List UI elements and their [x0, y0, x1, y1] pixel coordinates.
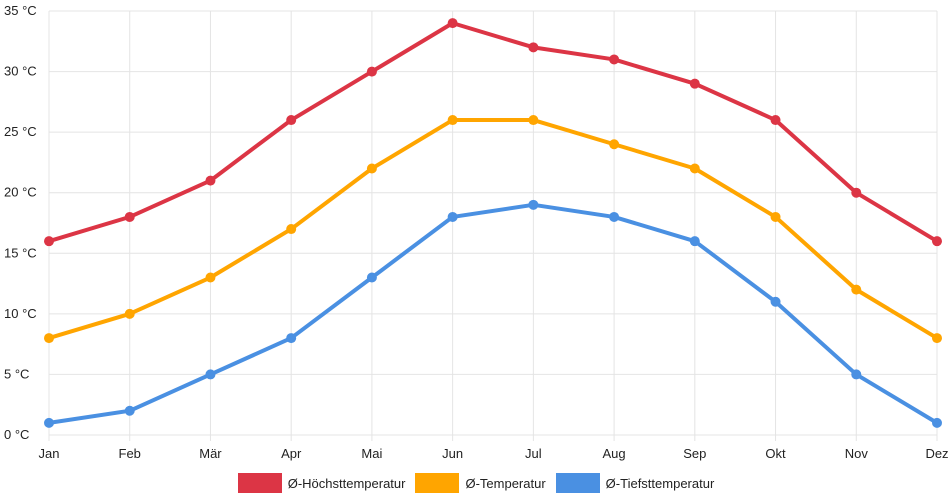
- data-point[interactable]: [609, 54, 620, 65]
- x-tick-label: Apr: [281, 446, 302, 461]
- data-point[interactable]: [366, 66, 377, 77]
- data-point[interactable]: [609, 139, 620, 150]
- x-tick-label: Jan: [39, 446, 60, 461]
- y-tick-label: 0 °C: [4, 427, 29, 442]
- grid-layer: [48, 10, 938, 441]
- legend-item[interactable]: Ø-Temperatur: [415, 473, 546, 493]
- data-point[interactable]: [286, 333, 297, 344]
- data-point[interactable]: [851, 369, 862, 380]
- y-tick-label: 20 °C: [4, 185, 37, 200]
- data-point[interactable]: [528, 115, 539, 126]
- data-point[interactable]: [770, 115, 781, 126]
- legend-swatch: [237, 473, 282, 493]
- x-tick-label: Okt: [765, 446, 786, 461]
- data-point[interactable]: [366, 163, 377, 174]
- data-point[interactable]: [286, 224, 297, 235]
- data-point[interactable]: [528, 199, 539, 210]
- data-point[interactable]: [44, 236, 54, 247]
- series-line: [47, 202, 939, 425]
- legend-item[interactable]: Ø-Höchsttemperatur: [237, 473, 406, 493]
- data-point[interactable]: [124, 308, 135, 319]
- data-point[interactable]: [689, 163, 700, 174]
- y-tick-label: 15 °C: [4, 245, 37, 260]
- data-point[interactable]: [609, 211, 620, 222]
- legend-swatch: [415, 473, 460, 493]
- legend-label: Ø-Tiefsttemperatur: [605, 475, 715, 491]
- data-point[interactable]: [770, 211, 781, 222]
- data-point[interactable]: [205, 175, 216, 186]
- data-point[interactable]: [932, 417, 942, 428]
- x-tick-label: Jun: [442, 446, 463, 461]
- data-point[interactable]: [124, 211, 135, 222]
- series-line: [47, 118, 939, 341]
- data-point[interactable]: [44, 333, 54, 344]
- data-point[interactable]: [44, 417, 54, 428]
- data-point[interactable]: [286, 115, 297, 126]
- x-tick-label: Mai: [361, 446, 382, 461]
- series-layer: [44, 18, 942, 428]
- legend-item[interactable]: Ø-Tiefsttemperatur: [555, 473, 715, 493]
- data-point[interactable]: [124, 405, 135, 416]
- x-tick-label: Feb: [119, 446, 141, 461]
- y-tick-label: 10 °C: [4, 306, 37, 321]
- y-tick-label: 35 °C: [4, 3, 37, 18]
- x-tick-label: Sep: [683, 446, 706, 461]
- data-point[interactable]: [205, 272, 216, 283]
- x-tick-label: Aug: [603, 446, 626, 461]
- legend-swatch: [555, 473, 600, 493]
- data-point[interactable]: [205, 369, 216, 380]
- chart-legend: Ø-Höchsttemperatur Ø-Temperatur Ø-Tiefstte…: [0, 470, 952, 496]
- data-point[interactable]: [528, 42, 539, 53]
- data-point[interactable]: [447, 211, 458, 222]
- data-point[interactable]: [770, 296, 781, 307]
- x-tick-label: Nov: [845, 446, 869, 461]
- data-point[interactable]: [932, 333, 942, 344]
- axis-layer: 0 °C 5 °C 10 °C 15 °C 20 °C 25 °C 30 °C 35 °C Ja…: [4, 3, 949, 461]
- data-point[interactable]: [366, 272, 377, 283]
- data-point[interactable]: [689, 78, 700, 89]
- legend-label: Ø-Höchsttemperatur: [287, 475, 406, 491]
- y-tick-label: 5 °C: [4, 366, 29, 381]
- data-point[interactable]: [851, 284, 862, 295]
- x-tick-label: Jul: [525, 446, 542, 461]
- legend-label: Ø-Temperatur: [465, 475, 546, 491]
- data-point[interactable]: [689, 236, 700, 247]
- y-tick-label: 30 °C: [4, 64, 37, 79]
- data-point[interactable]: [447, 115, 458, 126]
- series-line: [47, 21, 939, 244]
- data-point[interactable]: [447, 18, 458, 29]
- data-point[interactable]: [932, 236, 942, 247]
- x-tick-label: Dez: [925, 446, 948, 461]
- y-tick-label: 25 °C: [4, 124, 37, 139]
- temperature-line-chart: 0 °C 5 °C 10 °C 15 °C 20 °C 25 °C 30 °C 35 °C Ja…: [4, 3, 949, 461]
- x-tick-label: Mär: [199, 446, 222, 461]
- data-point[interactable]: [851, 187, 862, 198]
